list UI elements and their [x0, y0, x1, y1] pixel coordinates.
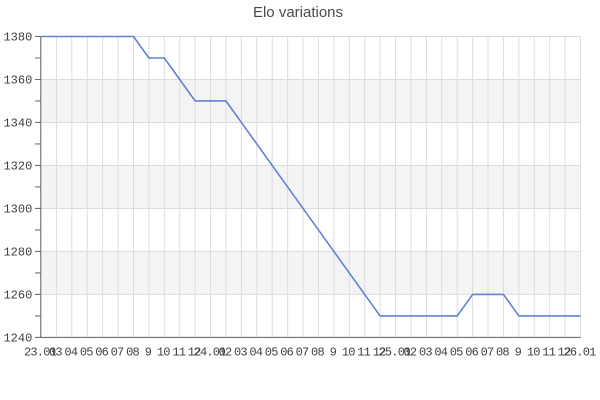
svg-text:Elo variations: Elo variations — [253, 4, 343, 21]
svg-text:1360: 1360 — [3, 73, 32, 87]
svg-text:1380: 1380 — [3, 31, 32, 45]
svg-text:02: 02 — [404, 346, 417, 360]
svg-text:1300: 1300 — [3, 202, 32, 216]
svg-text:12: 12 — [558, 346, 571, 360]
svg-text:03: 03 — [419, 346, 432, 360]
svg-text:12: 12 — [188, 346, 201, 360]
svg-text:11: 11 — [542, 346, 555, 360]
svg-text:06: 06 — [280, 346, 293, 360]
svg-text:02: 02 — [219, 346, 232, 360]
svg-text:23.01: 23.01 — [24, 346, 57, 360]
svg-text:9: 9 — [330, 346, 337, 360]
svg-text:11: 11 — [357, 346, 370, 360]
svg-text:1240: 1240 — [3, 331, 32, 345]
svg-text:04: 04 — [434, 346, 447, 360]
svg-text:1340: 1340 — [3, 116, 32, 130]
svg-text:24.01: 24.01 — [194, 346, 227, 360]
svg-text:25.01: 25.01 — [379, 346, 412, 360]
svg-text:08: 08 — [311, 346, 324, 360]
svg-text:06: 06 — [465, 346, 478, 360]
svg-text:12: 12 — [373, 346, 386, 360]
svg-text:05: 05 — [450, 346, 463, 360]
svg-text:1260: 1260 — [3, 288, 32, 302]
svg-text:03: 03 — [234, 346, 247, 360]
svg-text:05: 05 — [265, 346, 278, 360]
svg-text:07: 07 — [296, 346, 309, 360]
svg-text:9: 9 — [145, 346, 152, 360]
svg-text:10: 10 — [342, 346, 355, 360]
svg-text:05: 05 — [80, 346, 93, 360]
svg-text:07: 07 — [111, 346, 124, 360]
svg-text:1280: 1280 — [3, 245, 32, 259]
svg-text:10: 10 — [157, 346, 170, 360]
svg-text:26.01: 26.01 — [563, 346, 596, 360]
svg-text:1320: 1320 — [3, 159, 32, 173]
svg-text:08: 08 — [126, 346, 139, 360]
svg-text:9: 9 — [515, 346, 522, 360]
svg-text:04: 04 — [249, 346, 262, 360]
svg-text:07: 07 — [481, 346, 494, 360]
svg-text:04: 04 — [64, 346, 77, 360]
svg-text:11: 11 — [172, 346, 185, 360]
svg-text:06: 06 — [95, 346, 108, 360]
svg-text:03: 03 — [49, 346, 62, 360]
svg-text:08: 08 — [496, 346, 509, 360]
svg-text:10: 10 — [527, 346, 540, 360]
